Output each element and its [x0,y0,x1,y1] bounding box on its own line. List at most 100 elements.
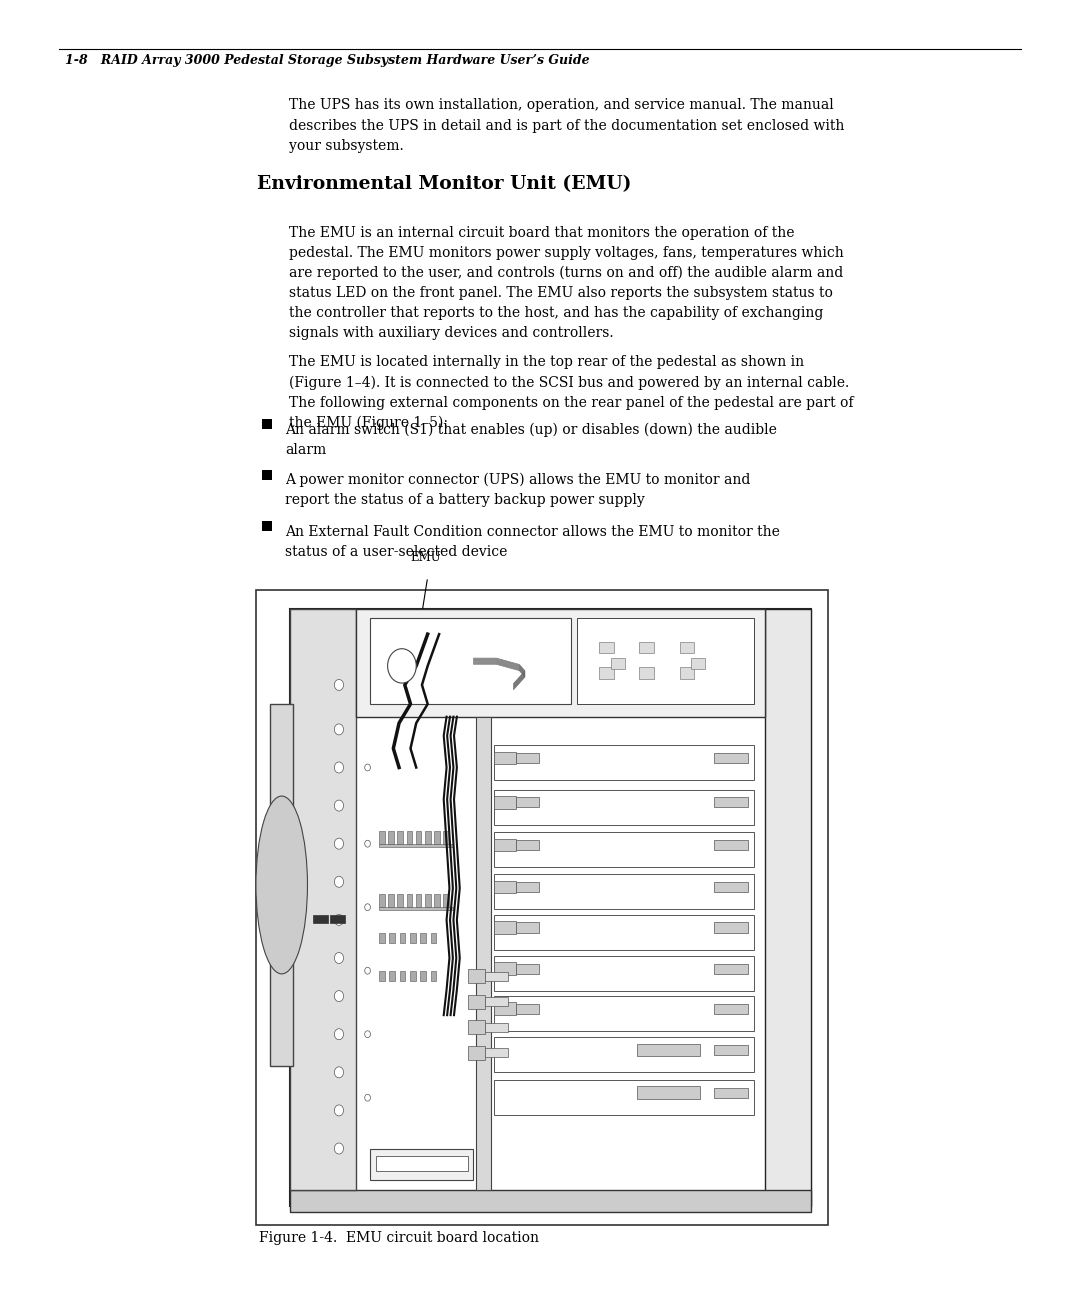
Bar [424,894,431,907]
Bar [434,894,440,907]
Bar [376,1156,468,1170]
Bar [379,933,384,942]
Circle shape [365,765,370,771]
Bar [416,831,421,844]
Bar [379,831,384,844]
Text: A power monitor connector (UPS) allows the EMU to monitor and
report the status : A power monitor connector (UPS) allows t… [285,473,751,508]
Bar [434,831,440,844]
Bar [270,704,293,1065]
Bar [714,923,748,933]
Bar [516,1003,539,1013]
Circle shape [335,876,343,888]
Bar [599,667,613,679]
Bar [262,419,272,429]
Circle shape [388,649,416,683]
Bar [485,1023,508,1032]
Bar [494,915,754,950]
Bar [443,894,449,907]
Bar [485,1048,508,1058]
Bar [356,609,766,717]
Circle shape [365,840,370,848]
Bar [679,642,693,653]
Bar [313,915,327,923]
Bar [397,894,403,907]
Bar [406,831,413,844]
Bar [636,1043,700,1056]
Bar [410,933,416,942]
Bar [599,642,613,653]
Text: The EMU is located internally in the top rear of the pedestal as shown in
(Figur: The EMU is located internally in the top… [289,355,854,430]
Bar [516,840,539,850]
Circle shape [365,903,370,911]
Bar [291,609,356,1190]
Circle shape [365,1094,370,1102]
Bar [485,972,508,981]
Bar [636,1086,700,1099]
Bar [494,832,754,867]
Bar [370,618,570,704]
Bar [468,1020,485,1034]
Bar [291,609,811,1205]
Bar [494,752,516,765]
Bar [420,933,426,942]
Text: Environmental Monitor Unit (EMU): Environmental Monitor Unit (EMU) [257,175,632,193]
Bar [691,657,705,669]
Bar [639,667,653,679]
Bar [388,831,394,844]
Bar [379,907,454,910]
Bar [400,933,405,942]
Circle shape [335,990,343,1002]
Bar [424,831,431,844]
Text: EMU: EMU [410,551,441,564]
Bar [714,797,748,807]
Circle shape [335,915,343,925]
Circle shape [335,1105,343,1116]
Bar [379,971,384,981]
Bar [494,997,754,1032]
Bar [494,956,754,991]
Bar [494,745,754,780]
Bar [406,894,413,907]
Bar [714,964,748,973]
Bar [468,995,485,1008]
Bar [766,609,811,1205]
Bar [468,969,485,984]
Bar [516,964,539,973]
Bar [494,1037,754,1072]
Bar [714,1003,748,1013]
Text: An alarm switch (S1) that enables (up) or disables (down) the audible
alarm: An alarm switch (S1) that enables (up) o… [285,422,777,457]
Bar [485,998,508,1006]
Bar [476,717,490,1190]
Text: The EMU is an internal circuit board that monitors the operation of the
pedestal: The EMU is an internal circuit board tha… [289,226,845,341]
Bar [714,881,748,892]
Bar [389,971,395,981]
Bar [291,1190,811,1212]
Bar [494,789,754,824]
Bar [468,1046,485,1060]
Text: The UPS has its own installation, operation, and service manual. The manual
desc: The UPS has its own installation, operat… [289,98,845,153]
Text: 1-8   RAID Array 3000 Pedestal Storage Subsystem Hardware User’s Guide: 1-8 RAID Array 3000 Pedestal Storage Sub… [65,54,590,67]
Bar [639,642,653,653]
Text: 3000-37: 3000-37 [716,1207,759,1216]
Bar [262,469,272,480]
Circle shape [335,724,343,735]
Bar [516,797,539,807]
Bar [410,971,416,981]
Text: An External Fault Condition connector allows the EMU to monitor the
status of a : An External Fault Condition connector al… [285,525,780,559]
Circle shape [335,679,343,691]
Bar [714,840,748,850]
Bar [256,590,828,1225]
Bar [397,831,403,844]
Bar [420,971,426,981]
Bar [516,753,539,763]
Circle shape [335,953,343,963]
Bar [494,1003,516,1015]
Text: Figure 1-4.  EMU circuit board location: Figure 1-4. EMU circuit board location [259,1231,539,1245]
Ellipse shape [256,796,308,973]
Bar [443,831,449,844]
Bar [388,894,394,907]
Bar [416,894,421,907]
Bar [494,875,754,908]
Bar [516,881,539,892]
Circle shape [335,839,343,849]
